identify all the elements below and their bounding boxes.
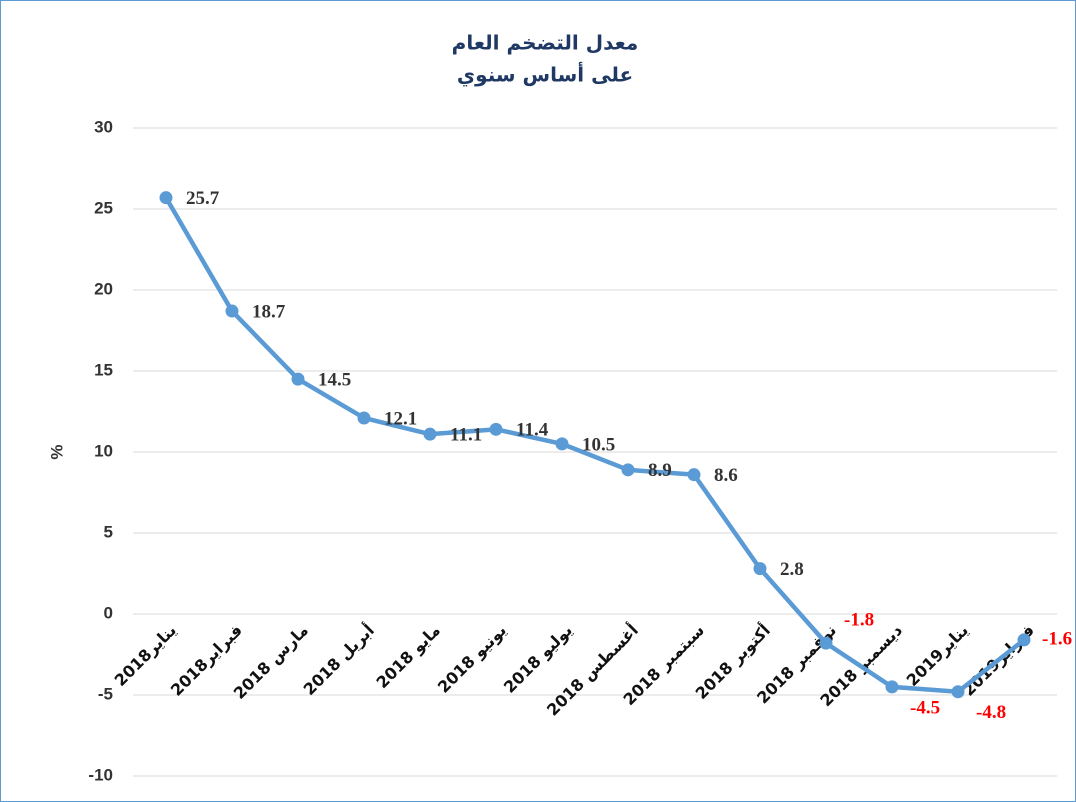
y-tick-label: 5 xyxy=(104,522,113,541)
y-tick-label: 0 xyxy=(104,603,113,622)
point xyxy=(621,463,635,477)
data-label: -4.5 xyxy=(910,697,940,718)
data-label: 8.9 xyxy=(648,460,672,481)
data-label: -1.8 xyxy=(844,610,874,631)
point xyxy=(1017,633,1031,647)
data-label: -4.8 xyxy=(976,702,1006,723)
y-tick-label: -10 xyxy=(88,765,113,784)
chart-subtitle: على أساس سنوي xyxy=(457,61,633,88)
point xyxy=(753,562,767,576)
data-label: 2.8 xyxy=(780,559,804,580)
point xyxy=(885,680,899,694)
data-label: -1.6 xyxy=(1042,628,1072,649)
y-tick-label: 30 xyxy=(94,117,113,136)
y-tick-label: 10 xyxy=(94,441,113,460)
data-label: 11.4 xyxy=(516,420,549,441)
data-label: 18.7 xyxy=(252,301,286,322)
data-label: 12.1 xyxy=(384,408,417,429)
point xyxy=(687,468,701,482)
point xyxy=(291,372,305,386)
chart-title: معدل التضخم العام xyxy=(452,31,639,55)
y-tick-label: 25 xyxy=(94,198,113,217)
y-axis-label: % xyxy=(47,444,66,459)
point xyxy=(555,437,569,451)
line xyxy=(164,196,1026,695)
point xyxy=(819,636,833,650)
data-label: 25.7 xyxy=(186,188,220,209)
point xyxy=(489,422,503,436)
y-tick-label: -5 xyxy=(98,684,113,703)
y-tick-label: 20 xyxy=(94,279,113,298)
point xyxy=(357,411,371,425)
point xyxy=(951,685,965,699)
data-label: 10.5 xyxy=(582,434,615,455)
point xyxy=(423,427,437,441)
data-label: 14.5 xyxy=(318,369,351,390)
y-tick-label: 15 xyxy=(94,360,113,379)
data-label: 11.1 xyxy=(450,425,482,446)
point xyxy=(159,191,173,205)
point xyxy=(225,304,239,318)
data-label: 8.6 xyxy=(714,465,738,486)
